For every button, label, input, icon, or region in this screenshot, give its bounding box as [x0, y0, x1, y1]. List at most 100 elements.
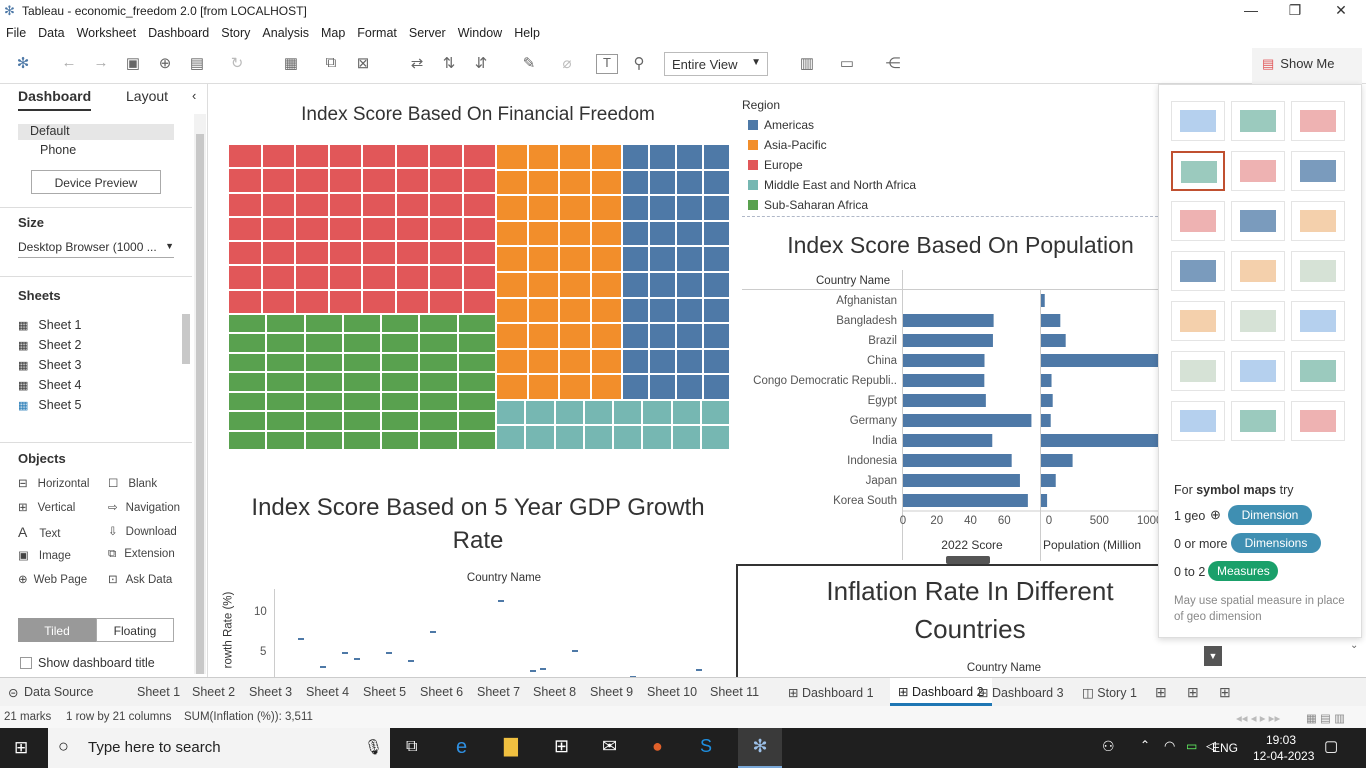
treemap-cell[interactable] [228, 430, 267, 450]
presentation-icon[interactable]: ▭ [839, 55, 855, 72]
sheet-tab[interactable]: ◫ Story 1 [1082, 685, 1137, 700]
treemap-cell[interactable] [342, 352, 382, 373]
restore-icon[interactable]: ❐ [1288, 2, 1302, 18]
treemap-cell[interactable] [496, 272, 528, 298]
show-cards-icon[interactable]: ▥ [799, 55, 815, 72]
chart-type-thumbnail[interactable] [1231, 101, 1285, 141]
treemap-cell[interactable] [622, 246, 649, 272]
treemap-cell[interactable] [328, 241, 362, 266]
treemap-cell[interactable] [622, 272, 649, 298]
treemap-cell[interactable] [527, 246, 559, 272]
treemap-cell[interactable] [649, 374, 676, 400]
chart-type-thumbnail[interactable] [1291, 101, 1345, 141]
new-story-icon[interactable]: ⊞ [1219, 684, 1231, 700]
treemap-cell[interactable] [342, 372, 382, 392]
battery-icon[interactable]: ▭ [1186, 739, 1198, 753]
treemap-cell[interactable] [622, 348, 649, 375]
canvas-scrollbar[interactable]: ⌄ [1350, 640, 1359, 651]
treemap-cell[interactable] [496, 374, 528, 400]
treemap-cell[interactable] [496, 246, 528, 272]
treemap-cell[interactable] [703, 169, 730, 196]
treemap-cell[interactable] [304, 352, 343, 373]
show-me-button[interactable]: ▤ Show Me [1252, 48, 1362, 84]
treemap-cell[interactable] [590, 297, 622, 324]
treemap-cell[interactable] [649, 144, 676, 170]
object-text[interactable]: A Text [18, 524, 60, 540]
treemap-cell[interactable] [342, 314, 382, 334]
treemap-cell[interactable] [525, 425, 555, 450]
sheet-tab[interactable]: Sheet 4 [306, 685, 349, 699]
treemap-cell[interactable] [342, 411, 382, 431]
treemap-cell[interactable] [381, 411, 420, 431]
treemap-cell[interactable] [304, 411, 343, 431]
sheet-item-2[interactable]: ▦ Sheet 2 [18, 338, 82, 352]
treemap-cell[interactable] [559, 323, 591, 349]
chart-type-thumbnail[interactable] [1171, 151, 1225, 191]
group-icon[interactable]: ⌀ [562, 55, 572, 72]
treemap-cell[interactable] [525, 400, 555, 425]
treemap-cell[interactable] [381, 372, 420, 392]
edge-icon[interactable]: e [456, 736, 468, 758]
game-app-icon[interactable]: ● [652, 736, 663, 756]
highlight-icon[interactable]: ✎ [522, 55, 536, 72]
refresh-icon[interactable]: ↻ [230, 55, 244, 72]
treemap-cell[interactable] [590, 220, 622, 247]
treemap-cell[interactable] [457, 314, 496, 334]
treemap-cell[interactable] [527, 374, 559, 400]
tiled-button[interactable]: Tiled [18, 618, 96, 642]
file-explorer-icon[interactable]: ▇ [504, 736, 518, 756]
treemap-cell[interactable] [559, 169, 591, 196]
treemap-cell[interactable] [642, 425, 672, 450]
menu-dashboard[interactable]: Dashboard [148, 26, 210, 40]
treemap-cell[interactable] [395, 216, 429, 242]
treemap-cell[interactable] [462, 241, 496, 266]
treemap-cell[interactable] [649, 169, 676, 196]
chart-type-thumbnail[interactable] [1171, 351, 1225, 391]
tableau-home-icon[interactable]: ✻ [16, 55, 30, 72]
sheet-tab[interactable]: Sheet 9 [590, 685, 633, 699]
treemap-cell[interactable] [419, 391, 458, 412]
treemap-cell[interactable] [622, 220, 649, 247]
chart-type-thumbnail[interactable] [1291, 351, 1345, 391]
menu-map[interactable]: Map [320, 26, 346, 40]
treemap-cell[interactable] [554, 425, 584, 450]
treemap-cell[interactable] [295, 241, 329, 266]
treemap-cell[interactable] [328, 289, 362, 314]
menu-help[interactable]: Help [514, 26, 540, 40]
treemap-cell[interactable] [703, 297, 730, 324]
treemap-cell[interactable] [676, 272, 703, 298]
language-indicator[interactable]: ENG [1212, 741, 1239, 755]
treemap-cell[interactable] [703, 220, 730, 247]
redo-icon[interactable]: → [93, 54, 109, 71]
new-datasource-icon[interactable]: ⊕ [158, 55, 172, 72]
new-dashboard-icon[interactable]: ⊞ [1187, 684, 1199, 700]
treemap-cell[interactable] [676, 297, 703, 324]
treemap-cell[interactable] [527, 297, 559, 324]
treemap-cell[interactable] [419, 372, 458, 392]
sheet-tab[interactable]: ⊞ Dashboard 1 [788, 685, 874, 700]
share-icon[interactable]: ⋲ [885, 55, 901, 72]
treemap-cell[interactable] [395, 241, 429, 266]
treemap-cell[interactable] [613, 400, 643, 425]
treemap-cell[interactable] [622, 374, 649, 400]
treemap-cell[interactable] [362, 241, 396, 266]
sheet-list-scrollbar[interactable] [182, 314, 190, 364]
treemap-cell[interactable] [328, 168, 362, 193]
treemap-cell[interactable] [462, 168, 496, 193]
treemap-cell[interactable] [419, 411, 458, 431]
treemap-cell[interactable] [559, 348, 591, 375]
treemap-cell[interactable] [671, 425, 701, 450]
nav-arrows-icon[interactable]: ◂◂ ◂ ▸ ▸▸ [1236, 713, 1281, 725]
treemap-cell[interactable] [266, 430, 305, 450]
inflation-panel[interactable] [736, 564, 1158, 677]
treemap-cell[interactable] [362, 144, 396, 169]
treemap-cell[interactable] [590, 272, 622, 298]
treemap-cell[interactable] [342, 333, 382, 353]
treemap-cell[interactable] [228, 314, 267, 334]
treemap-cell[interactable] [228, 372, 267, 392]
treemap-cell[interactable] [527, 195, 559, 221]
clear-icon[interactable]: ⊠ [356, 55, 370, 72]
menu-analysis[interactable]: Analysis [262, 26, 309, 40]
treemap-cell[interactable] [295, 192, 329, 217]
object-horizontal[interactable]: ⊟ Horizontal [18, 476, 89, 490]
